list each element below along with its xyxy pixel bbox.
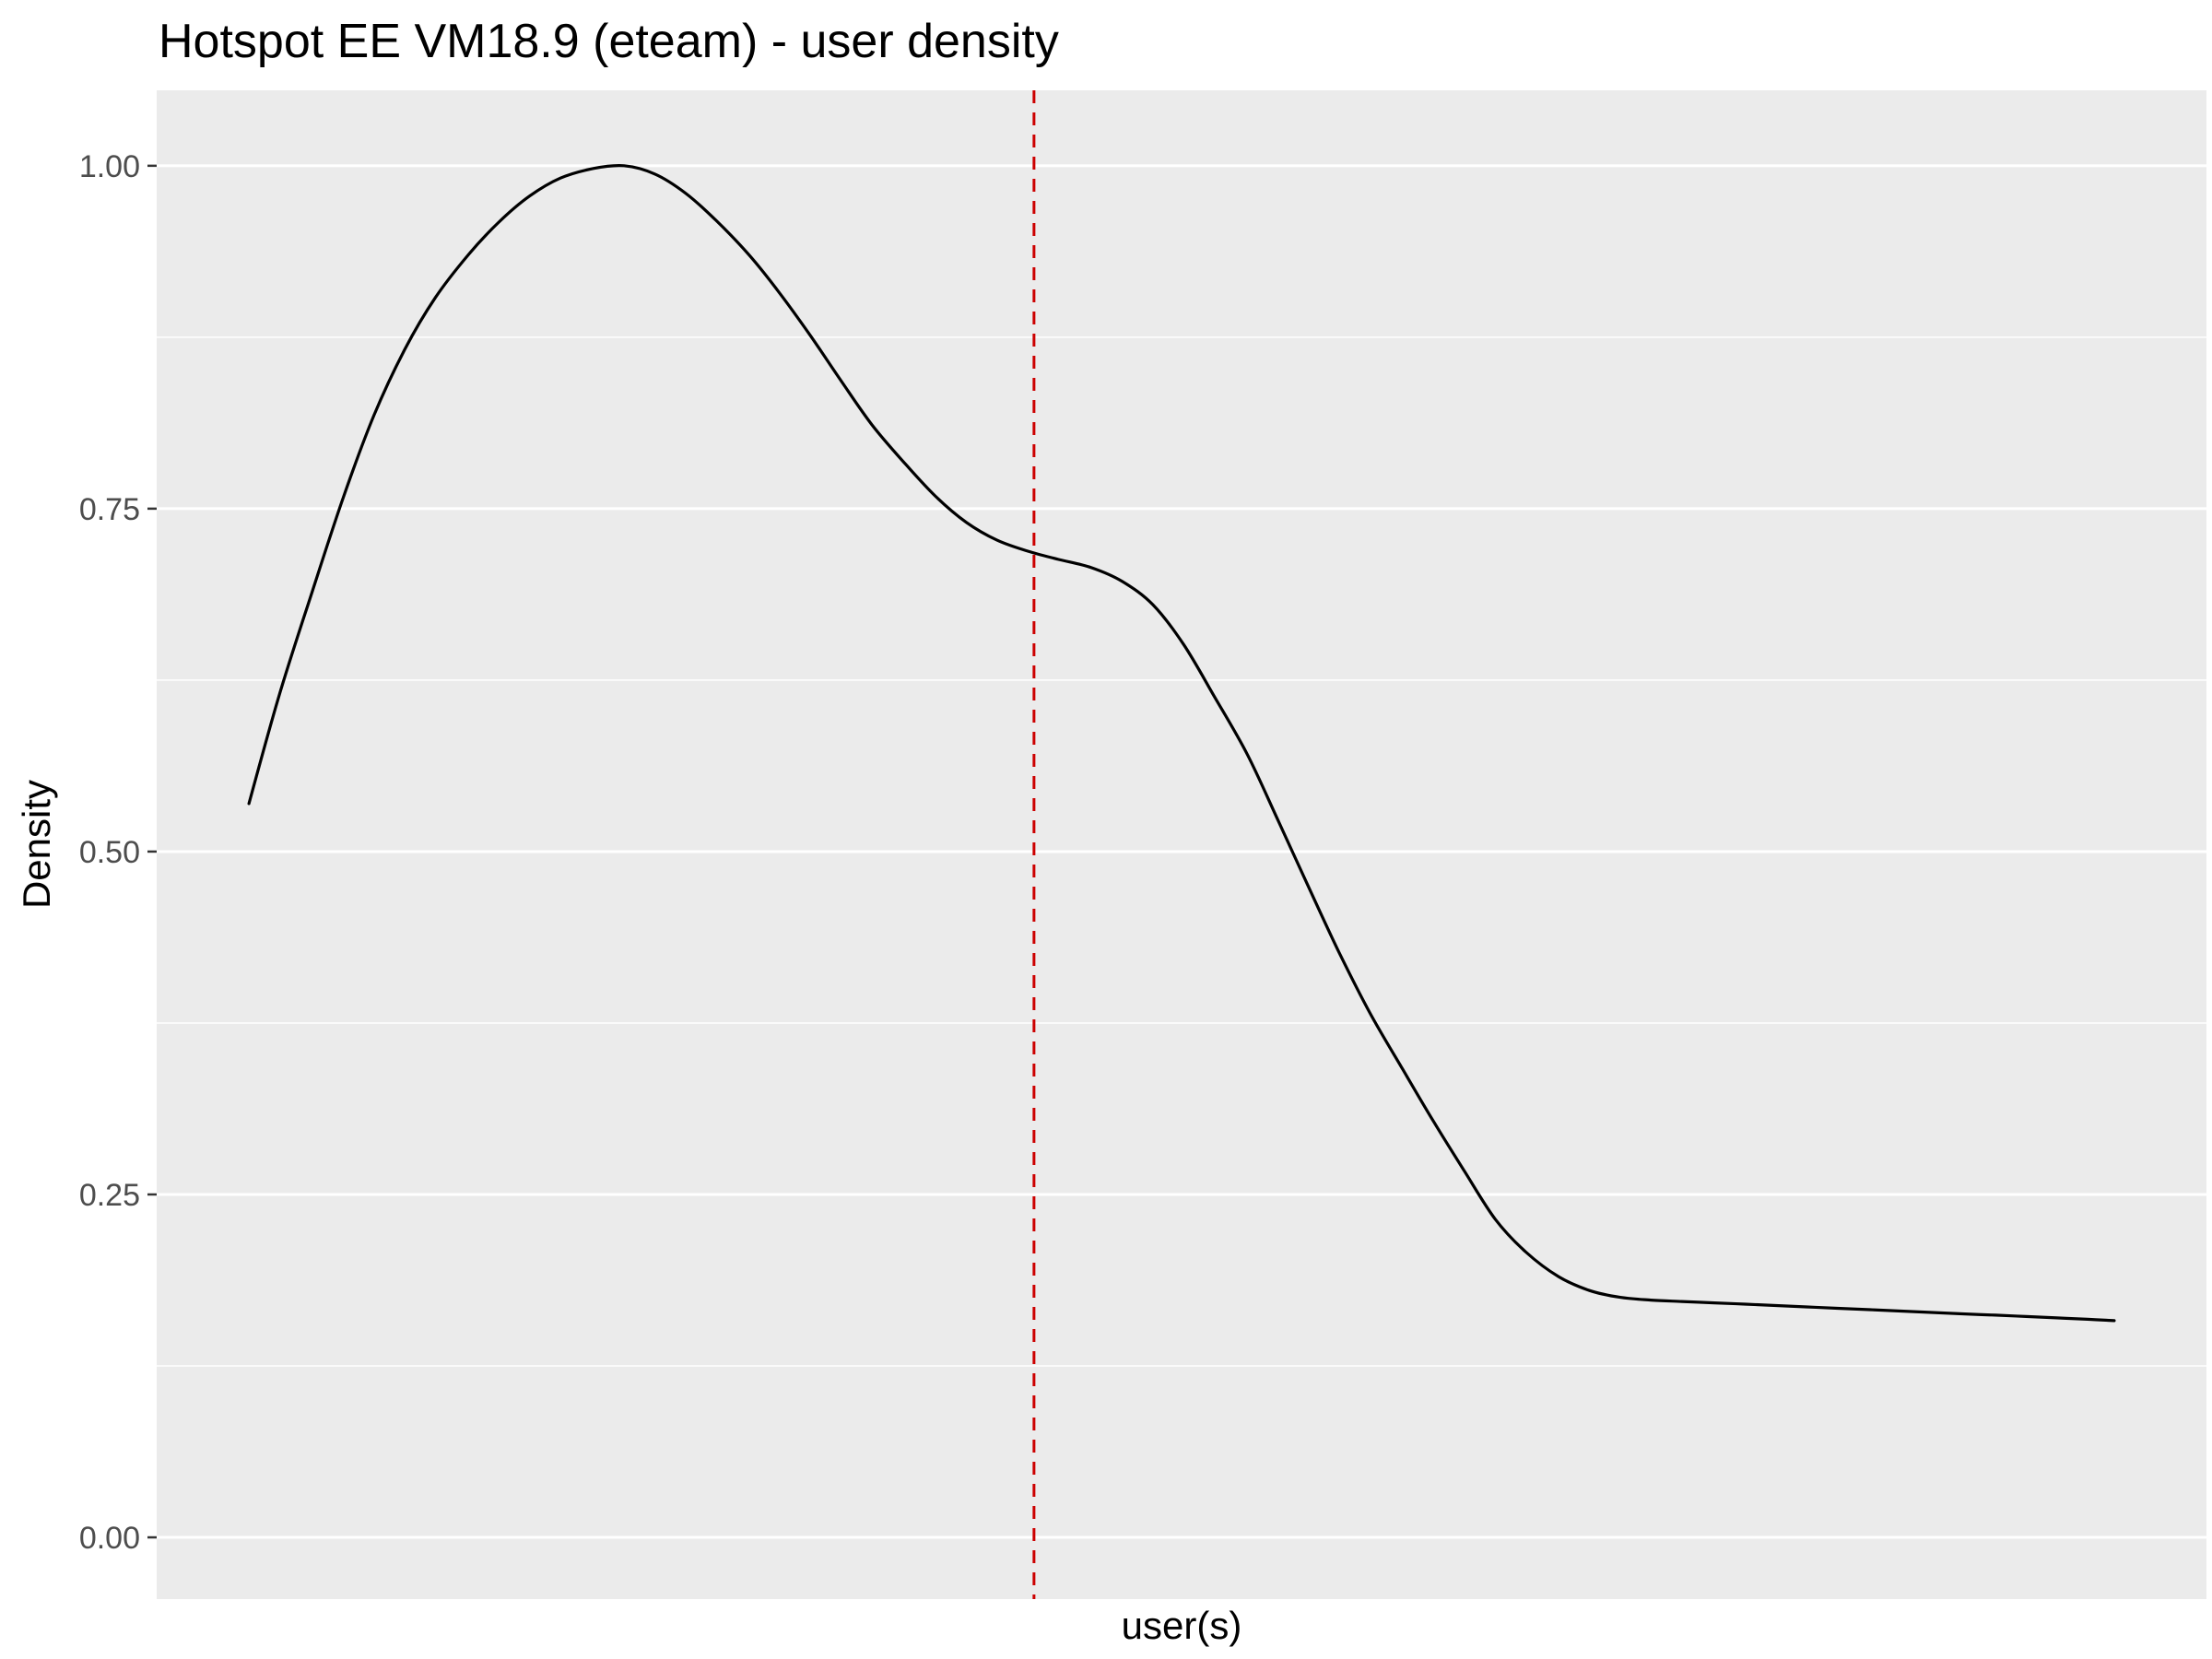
chart-title: Hotspot EE VM18.9 (eteam) - user density xyxy=(159,15,1059,68)
x-axis-title: user(s) xyxy=(1122,1604,1242,1647)
series-lines xyxy=(247,163,2116,1323)
y-axis-title: Density xyxy=(15,780,58,909)
y-axis: 0.00 0.25 0.50 0.75 1.00 xyxy=(79,149,157,1556)
gridlines xyxy=(157,164,2206,1539)
y-tick-label: 0.50 xyxy=(79,835,140,870)
y-tick-label: 0.00 xyxy=(79,1521,140,1556)
plot-panel xyxy=(157,90,2206,1599)
y-tick-label: 0.25 xyxy=(79,1178,140,1213)
y-tick-label: 1.00 xyxy=(79,149,140,184)
density-curve xyxy=(247,163,2116,1323)
y-tick-label: 0.75 xyxy=(79,492,140,527)
